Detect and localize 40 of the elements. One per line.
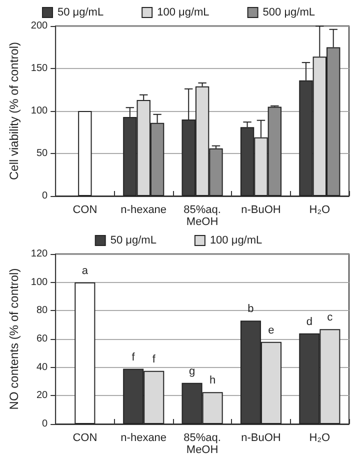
data-label: h [210,374,216,387]
x-tick-label: CON [72,204,98,216]
x-tick-label: n-hexane [120,432,167,444]
x-tick-label: H₂O [309,432,330,444]
y-tick-label: 20 [36,390,48,402]
y-tick-label: 120 [30,248,48,260]
legend-label: 50 μg/mL [110,234,156,246]
data-label: d [306,316,312,328]
x-tick-label: n-BuOH [241,432,281,444]
y-tick-label: 150 [30,63,48,74]
x-tick-label: CON [72,432,98,444]
bar [78,111,92,196]
y-tick-label: 50 [36,148,48,159]
legend-label: 500 μg/mL [262,6,315,18]
y-axis-title: Cell viability (% of control) [7,42,21,180]
y-tick-label: 0 [42,418,48,430]
y-tick-label: 0 [42,190,48,202]
y-tick-label: 40 [36,362,48,373]
x-tick-label: n-BuOH [241,204,281,216]
data-label: g [188,365,196,378]
data-label: a [82,264,89,277]
y-axis-title: NO contents (% of control) [7,268,21,410]
x-tick-label: 85%aq. MeOH [184,432,221,456]
legend-label: 100 μg/mL [210,234,262,246]
data-label: f [132,351,136,364]
x-tick-label: 85%aq. MeOH [184,204,221,228]
y-tick-label: 60 [36,334,48,344]
y-tick-label: 80 [36,305,48,316]
legend-label: 50 μg/mL [58,6,104,18]
data-label: e [268,324,274,336]
data-label: f [152,353,156,366]
y-tick-label: 100 [30,276,48,288]
bar [74,282,96,424]
data-label: b [248,303,254,316]
x-tick-label: H₂O [309,204,330,216]
legend-label: 100 μg/mL [157,6,210,18]
y-tick-label: 200 [30,20,48,32]
data-label: c [327,312,334,324]
y-tick-label: 100 [30,106,48,116]
x-tick-label: n-hexane [120,204,167,216]
